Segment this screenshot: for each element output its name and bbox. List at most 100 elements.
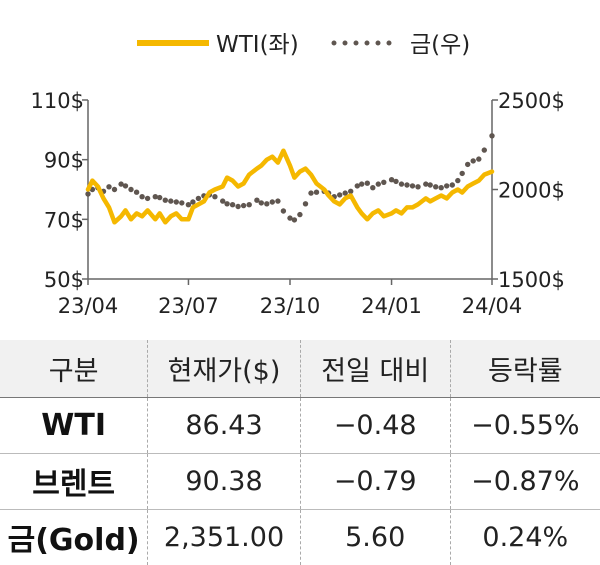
gold-point (354, 183, 360, 189)
gold-point (128, 186, 134, 193)
gold-point (423, 181, 429, 187)
header-price: 현재가($) (147, 340, 301, 398)
table-row-wti: WTI 86.43 −0.48 −0.55% (0, 397, 600, 454)
gold-point (173, 199, 179, 205)
gold-point (302, 201, 309, 207)
gold-point (229, 202, 236, 208)
gold-point (455, 177, 461, 184)
gold-point (465, 161, 471, 168)
gold-point (459, 170, 465, 177)
gold-point (364, 180, 370, 186)
gold-point (444, 183, 450, 189)
x-tick-label: 24/04 (462, 294, 523, 318)
gold-point (85, 191, 91, 197)
gold-point (106, 184, 112, 190)
row-rate-brent: −0.87% (449, 453, 600, 510)
gold-point (398, 181, 405, 187)
gold-point (224, 201, 230, 207)
gold-point (133, 189, 140, 195)
gold-point (393, 178, 399, 185)
gold-point (111, 186, 118, 193)
gold-point (342, 190, 348, 196)
gold-point (476, 156, 482, 162)
gold-point (280, 208, 287, 214)
gold-point (404, 182, 410, 188)
gold-point (118, 181, 124, 187)
row-price-wti: 86.43 (147, 397, 301, 454)
row-rate-gold: 0.24% (449, 509, 600, 565)
x-tick-label: 24/01 (361, 294, 422, 318)
gold-point (375, 181, 381, 187)
gold-point (433, 184, 439, 190)
gold-point (139, 194, 145, 200)
legend: WTI(좌) 금(우) (137, 32, 470, 58)
gold-point (220, 198, 226, 204)
gold-point (185, 202, 192, 208)
gold-point (157, 194, 163, 201)
y-left-tick-label: 90$ (44, 149, 84, 173)
gold-point (168, 198, 174, 204)
series-wti-line (85, 148, 495, 225)
row-price-brent: 90.38 (147, 453, 301, 510)
y-left-tick-label: 50$ (44, 268, 84, 292)
gold-point (246, 202, 252, 208)
row-name-brent: 브렌트 (0, 453, 148, 510)
row-change-brent: −0.79 (299, 453, 451, 510)
gold-point (287, 215, 293, 221)
gold-point (269, 199, 275, 205)
y-right-tick-label: 1500$ (498, 268, 565, 292)
gold-point (297, 211, 303, 218)
gold-point (291, 217, 298, 223)
price-chart: WTI(좌) 금(우) 110$ 90$ 70$ 50$ 2500$ 2000$ 1500$… (31, 32, 565, 318)
gold-point (258, 200, 264, 206)
gold-point (370, 185, 376, 191)
y-right-tick-label: 2000$ (498, 179, 565, 203)
x-tick-label: 23/07 (158, 294, 219, 318)
row-name-wti: WTI (0, 397, 148, 454)
header-category: 구분 (0, 340, 148, 398)
gold-point (122, 183, 129, 189)
table-row-brent: 브렌트 90.38 −0.79 −0.87% (0, 453, 600, 510)
legend-label-wti: WTI(좌) (216, 32, 299, 58)
gold-point (179, 200, 185, 206)
gold-point (427, 182, 433, 188)
y-right-tick-label: 2500$ (498, 89, 565, 113)
gold-point (190, 199, 196, 205)
gold-point (381, 179, 387, 185)
gold-point (415, 184, 421, 190)
gold-point (388, 177, 395, 183)
row-price-gold: 2,351.00 (147, 509, 301, 565)
gold-point (195, 195, 202, 202)
axes: 110$ 90$ 70$ 50$ 2500$ 2000$ 1500$ 23/04 23/07 23… (31, 89, 565, 318)
legend-label-gold: 금(우) (410, 32, 470, 58)
row-name-gold: 금(Gold) (7, 523, 140, 559)
gold-point (152, 194, 158, 200)
row-rate-wti: −0.55% (449, 397, 600, 454)
row-change-wti: −0.48 (299, 397, 451, 454)
gold-point (313, 189, 320, 195)
gold-point (489, 133, 495, 139)
header-rate: 등락률 (449, 340, 600, 398)
table-row-gold: 금(Gold) 2,351.00 5.60 0.24% (0, 509, 600, 565)
row-change-gold: 5.60 (299, 509, 451, 565)
gold-point (264, 201, 270, 207)
gold-point (212, 194, 218, 200)
gold-point (409, 183, 416, 189)
x-tick-label: 23/04 (58, 294, 119, 318)
header-change: 전일 대비 (299, 340, 451, 398)
gold-point (308, 190, 314, 196)
gold-point (481, 147, 487, 153)
gold-point (235, 203, 241, 210)
gold-point (275, 198, 281, 204)
gold-point (240, 202, 247, 209)
price-table: 구분 현재가($) 전일 대비 등락률 WTI 86.43 −0.48 −0.5… (0, 340, 600, 565)
gold-point (162, 197, 168, 203)
series-layer (85, 133, 495, 225)
gold-point (359, 181, 365, 187)
gold-point (254, 197, 260, 203)
gold-point (337, 192, 343, 198)
gold-point (144, 195, 151, 202)
gold-point (348, 188, 354, 194)
gold-point (449, 182, 455, 188)
table-header-row: 구분 현재가($) 전일 대비 등락률 (0, 340, 600, 398)
